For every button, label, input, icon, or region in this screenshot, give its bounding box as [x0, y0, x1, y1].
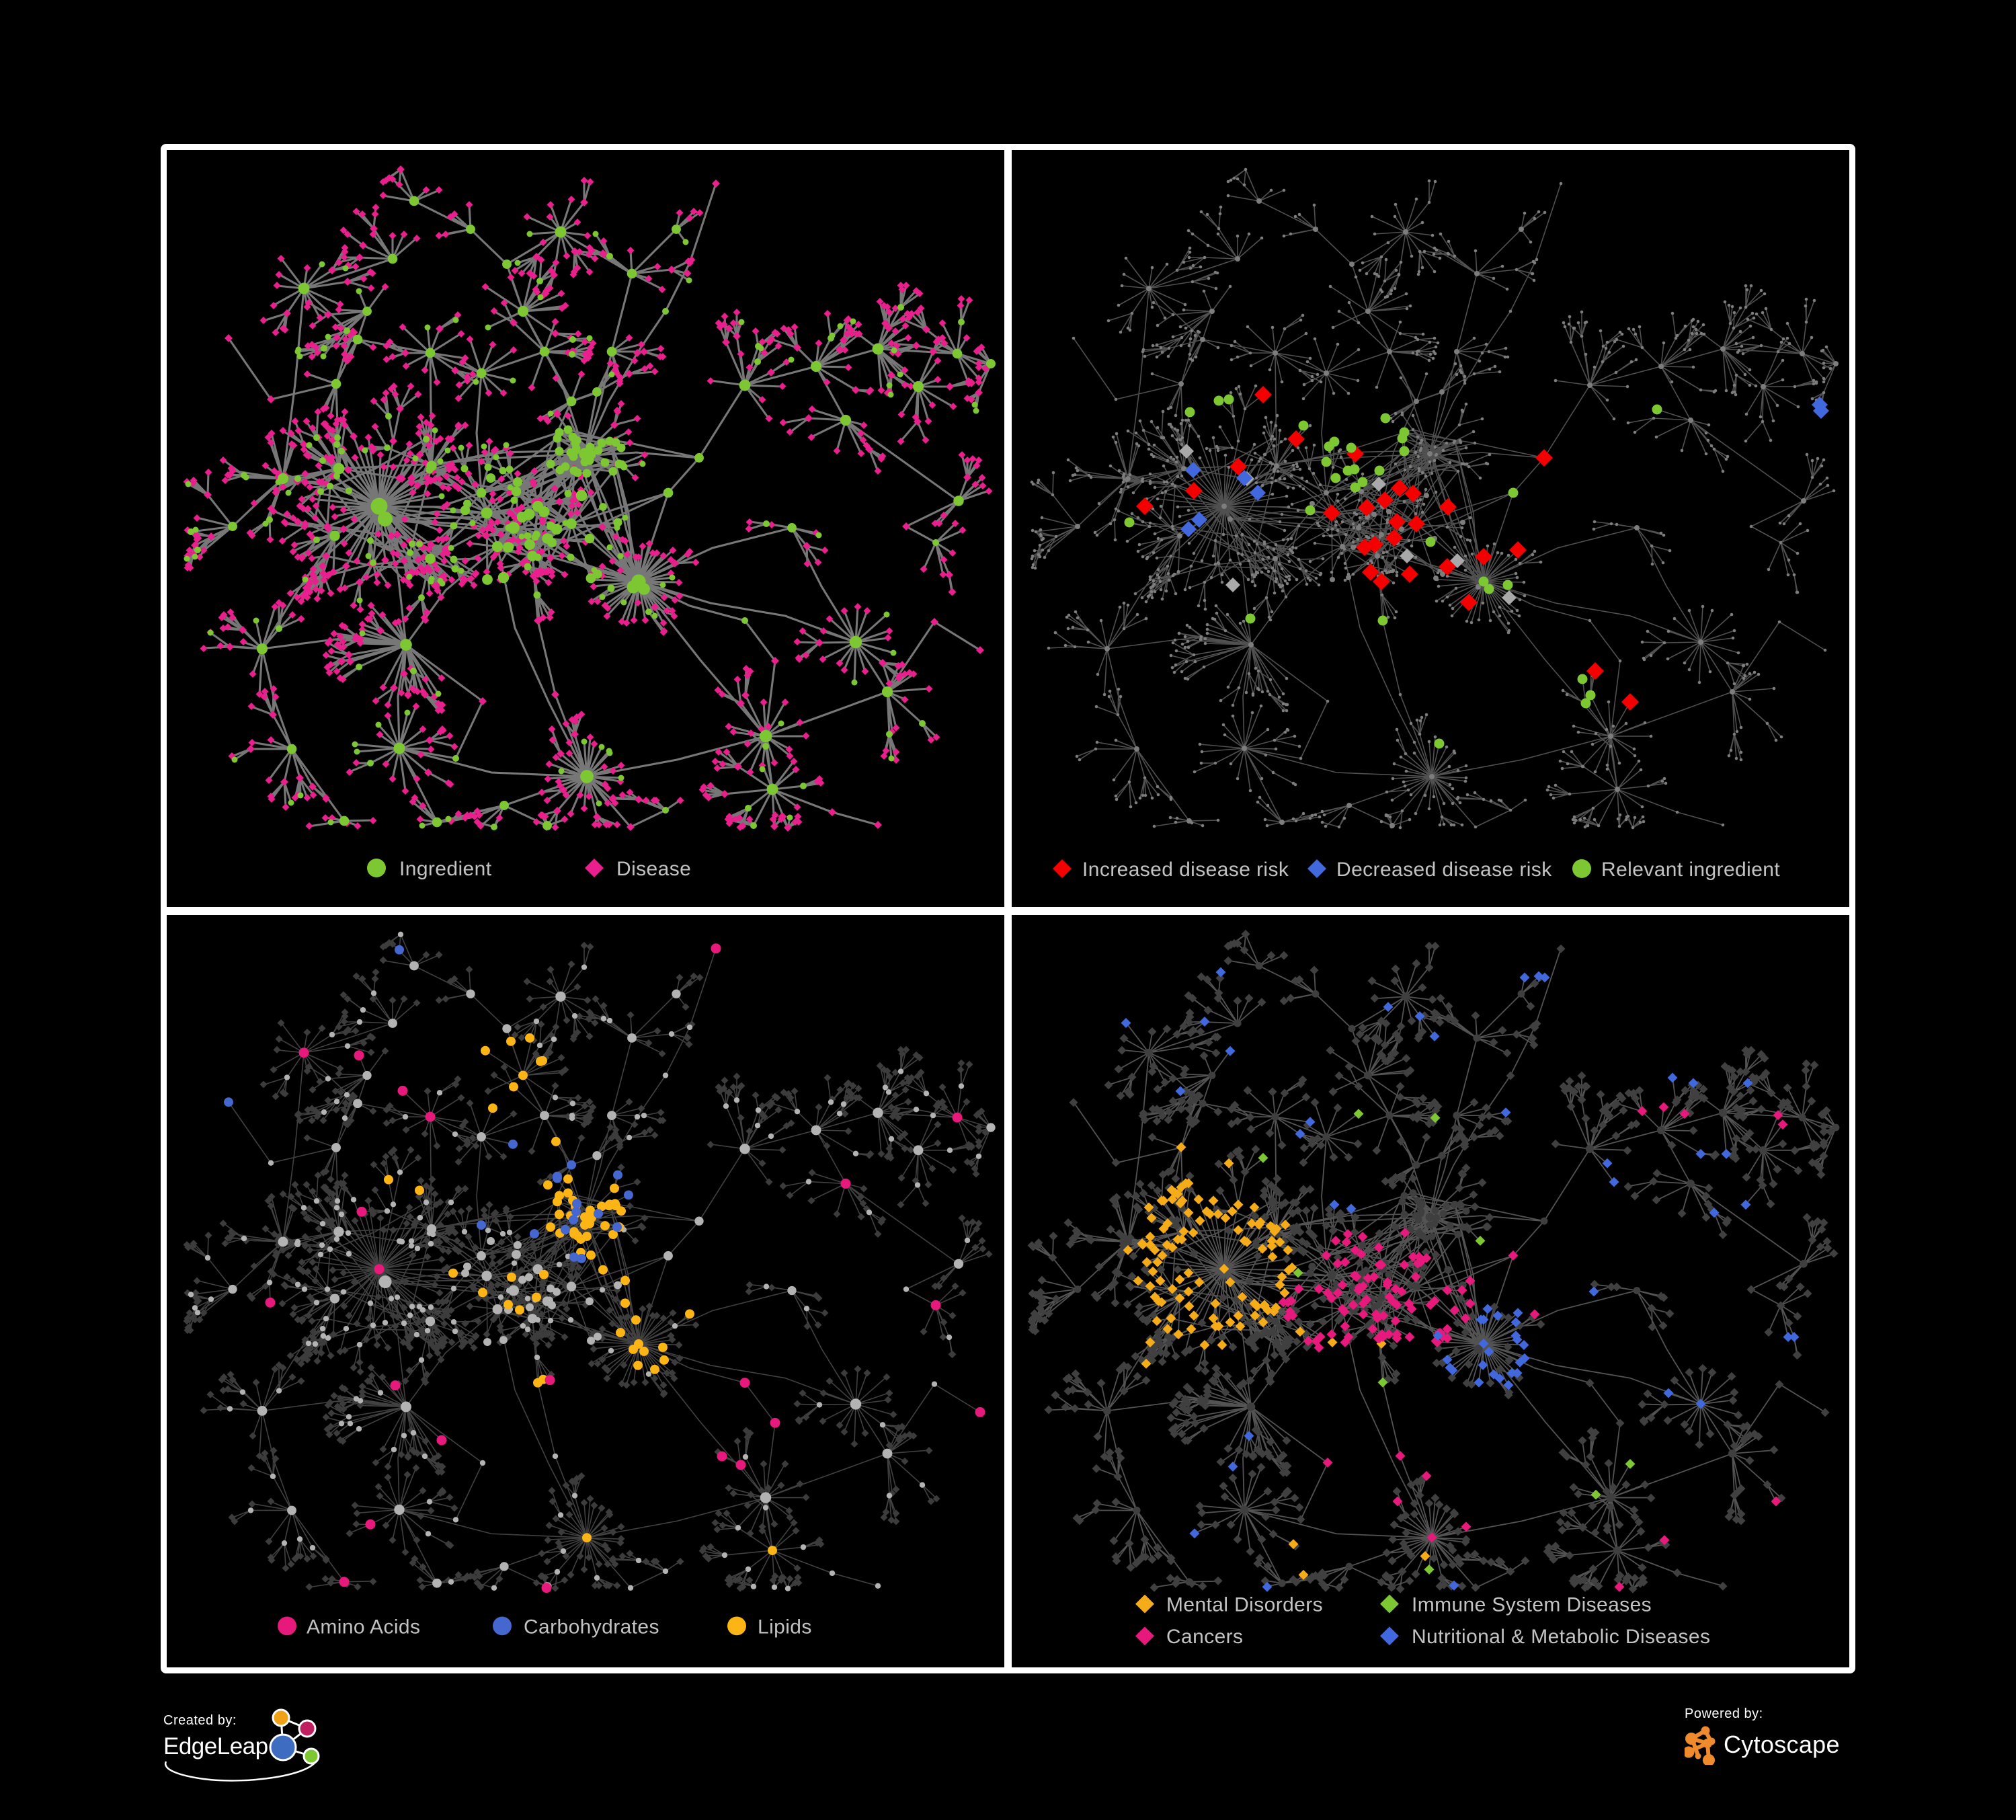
svg-text:Relevant ingredient: Relevant ingredient	[1601, 859, 1780, 881]
svg-text:Lipids: Lipids	[758, 1616, 812, 1638]
svg-text:Nutritional & Metabolic Diseas: Nutritional & Metabolic Diseases	[1412, 1626, 1710, 1648]
svg-text:Mental Disorders: Mental Disorders	[1166, 1594, 1323, 1616]
svg-text:Created by:: Created by:	[163, 1713, 237, 1728]
svg-text:Decreased disease risk: Decreased disease risk	[1336, 859, 1552, 881]
svg-text:Carbohydrates: Carbohydrates	[524, 1616, 659, 1638]
svg-text:EdgeLeap: EdgeLeap	[163, 1733, 268, 1759]
svg-text:Disease: Disease	[616, 858, 691, 880]
svg-text:Immune System Diseases: Immune System Diseases	[1412, 1594, 1652, 1616]
svg-text:Amino Acids: Amino Acids	[307, 1616, 420, 1638]
svg-text:Ingredient: Ingredient	[399, 858, 492, 880]
svg-text:Increased disease risk: Increased disease risk	[1082, 859, 1289, 881]
svg-text:Cancers: Cancers	[1166, 1626, 1243, 1648]
